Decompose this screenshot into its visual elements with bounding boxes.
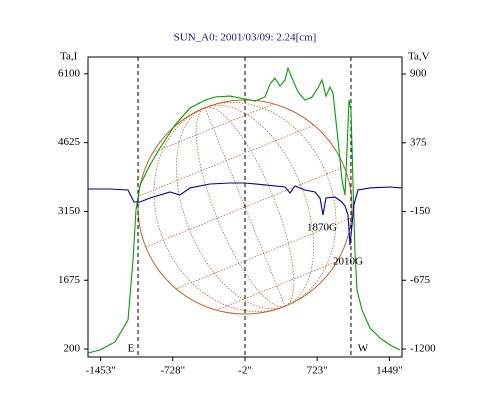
y-axis-label: Ta,I	[60, 51, 78, 63]
x-tick-label: 1449"	[376, 365, 403, 377]
y2-tick-label: -1200	[410, 343, 436, 355]
y2-axis-label: Ta,V	[408, 51, 430, 63]
annotation: E	[128, 343, 135, 355]
y-tick-label: 3150	[58, 205, 81, 217]
y2-tick-label: 375	[410, 136, 427, 148]
annotation: W	[358, 343, 369, 355]
series-line	[87, 66, 401, 354]
parallel	[152, 103, 274, 153]
x-tick-label: -1453"	[86, 365, 116, 377]
y-tick-label: 6100	[58, 67, 81, 79]
annotation: 1870G	[307, 222, 337, 234]
parallel	[176, 217, 352, 289]
x-tick-label: -2"	[238, 365, 252, 377]
y-tick-label: 200	[64, 343, 81, 355]
series-line	[88, 182, 403, 246]
parallel	[138, 125, 314, 197]
y2-tick-label: -675	[410, 274, 431, 286]
parallel	[216, 261, 338, 311]
meridian	[204, 107, 286, 307]
x-tick-label: 723"	[307, 365, 328, 377]
annotation: 2010G	[333, 256, 363, 268]
sun-grid	[138, 102, 352, 312]
y-tick-label: 1675	[58, 274, 81, 286]
parallel	[145, 166, 345, 248]
x-tick-label: -728"	[160, 365, 185, 377]
y2-tick-label: 900	[410, 68, 427, 80]
y2-tick-label: -150	[410, 205, 431, 217]
chart-title: SUN_A0: 2001/03/09: 2.24[cm]	[174, 32, 317, 44]
meridian	[176, 104, 314, 310]
y-tick-label: 4625	[58, 136, 81, 148]
